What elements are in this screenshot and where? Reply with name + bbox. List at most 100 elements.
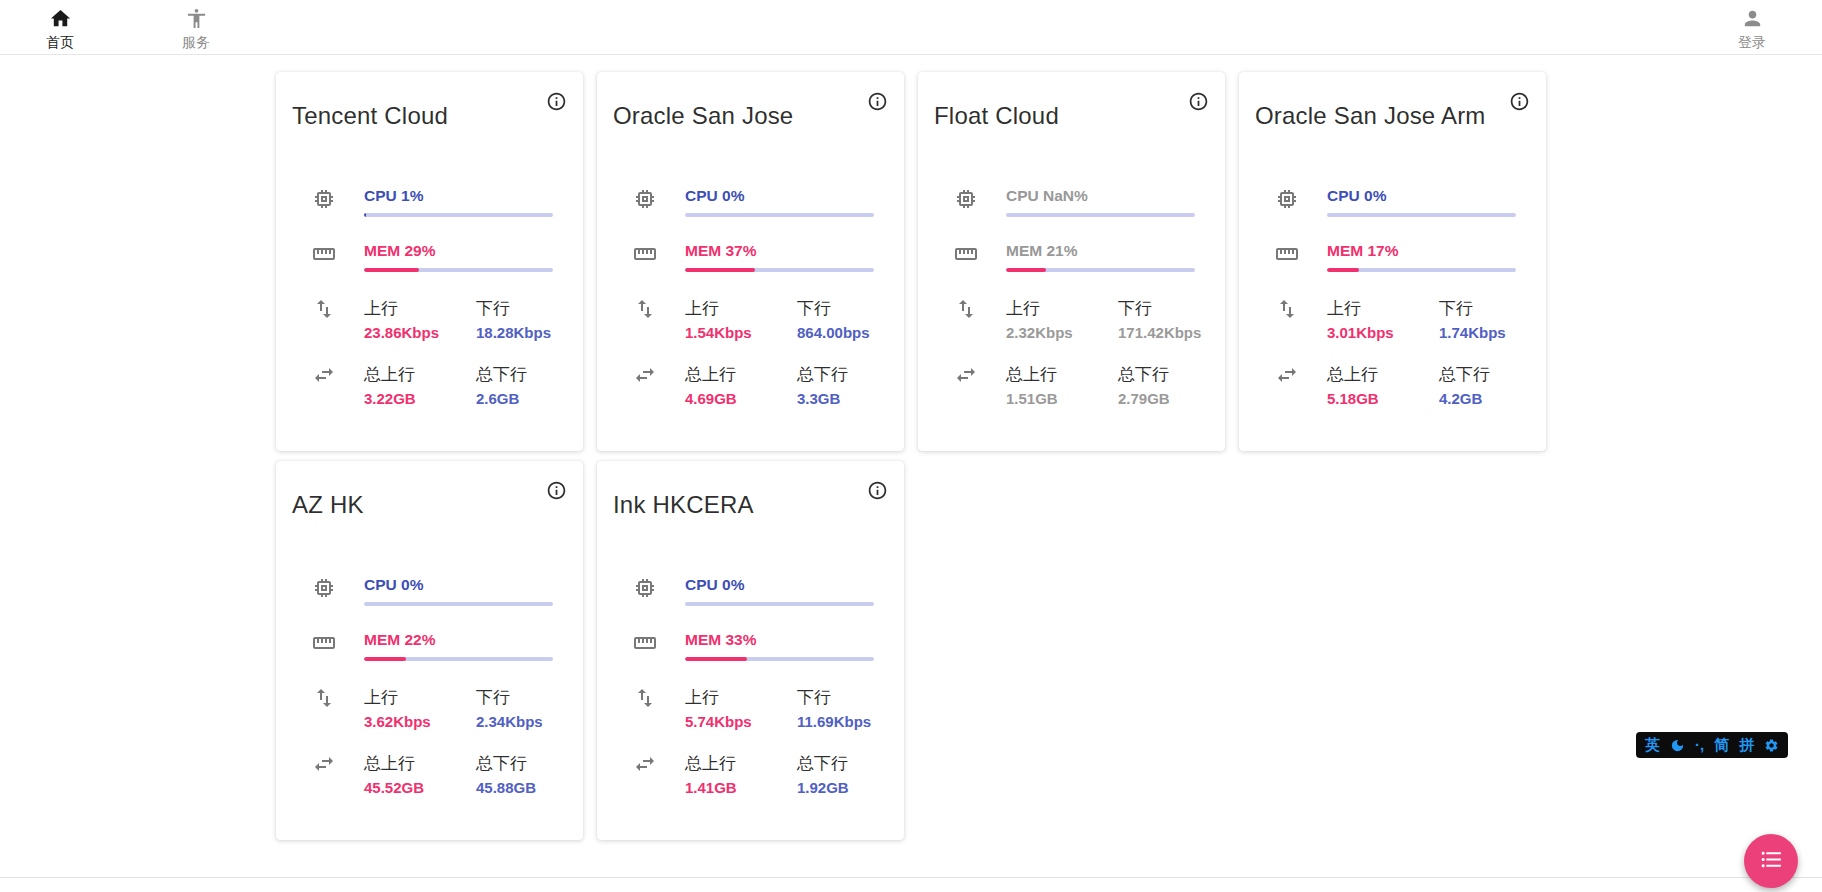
server-card: Oracle San Jose CPU 0%: [597, 72, 904, 451]
server-name: Oracle San Jose Arm: [1255, 102, 1530, 130]
ime-simplified-toggle[interactable]: 简: [1714, 732, 1729, 758]
total-upload-value: 1.51GB: [1006, 389, 1118, 408]
info-icon[interactable]: [544, 480, 568, 504]
nav-item-login[interactable]: 登录: [1722, 3, 1782, 51]
total-download-value: 1.92GB: [797, 778, 874, 797]
home-icon: [49, 7, 72, 33]
mem-progress-fill: [364, 657, 406, 661]
server-name: Tencent Cloud: [292, 102, 567, 130]
ruler-icon: [292, 241, 356, 272]
total-upload-value: 1.41GB: [685, 778, 797, 797]
total-download-value: 2.79GB: [1118, 389, 1195, 408]
app-bar: 首页 服务 登录: [0, 0, 1822, 55]
total-download-value: 3.3GB: [797, 389, 874, 408]
upload-label: 上行: [1006, 298, 1118, 320]
download-speed-value: 18.28Kbps: [476, 323, 553, 342]
swap-vert-icon: [613, 296, 677, 342]
ime-punctuation-toggle[interactable]: ·,: [1695, 732, 1704, 758]
upload-speed-value: 5.74Kbps: [685, 712, 797, 731]
info-icon[interactable]: [544, 91, 568, 115]
total-upload-label: 总上行: [1006, 364, 1118, 386]
net-total-row: 总上行 1.51GB 总下行 2.79GB: [934, 362, 1209, 408]
total-download-value: 4.2GB: [1439, 389, 1516, 408]
ime-pinyin-toggle[interactable]: 拼: [1739, 732, 1754, 758]
swap-horiz-icon: [1255, 362, 1319, 408]
upload-label: 上行: [364, 687, 476, 709]
server-stats: CPU 0% MEM 33%: [613, 575, 888, 797]
ruler-icon: [613, 241, 677, 272]
mem-usage-label: MEM 21%: [1006, 241, 1195, 261]
download-speed-value: 864.00bps: [797, 323, 874, 342]
upload-label: 上行: [685, 687, 797, 709]
net-total-row: 总上行 45.52GB 总下行 45.88GB: [292, 751, 567, 797]
ime-language-toggle[interactable]: 英: [1645, 732, 1660, 758]
accessibility-icon: [185, 7, 208, 33]
info-icon[interactable]: [1186, 91, 1210, 115]
mem-progress-fill: [685, 268, 755, 272]
nav-item-services[interactable]: 服务: [166, 3, 226, 51]
nav-item-home[interactable]: 首页: [30, 3, 90, 51]
total-download-label: 总下行: [1118, 364, 1195, 386]
net-speed-row: 上行 3.62Kbps 下行 2.34Kbps: [292, 685, 567, 731]
server-name: Float Cloud: [934, 102, 1209, 130]
server-card: AZ HK CPU 0% M: [276, 461, 583, 840]
server-stats: CPU 0% MEM 17%: [1255, 186, 1530, 408]
upload-speed-value: 1.54Kbps: [685, 323, 797, 342]
swap-horiz-icon: [292, 362, 356, 408]
swap-vert-icon: [1255, 296, 1319, 342]
cpu-progress-track: [364, 602, 553, 606]
cpu-progress-track: [1327, 213, 1516, 217]
mem-progress-track: [1327, 268, 1516, 272]
cpu-row: CPU 0%: [613, 186, 888, 217]
mem-row: MEM 17%: [1255, 241, 1530, 272]
download-label: 下行: [797, 298, 874, 320]
mem-usage-label: MEM 29%: [364, 241, 553, 261]
cpu-row: CPU 0%: [292, 575, 567, 606]
mem-row: MEM 22%: [292, 630, 567, 661]
total-download-value: 2.6GB: [476, 389, 553, 408]
mem-progress-fill: [1327, 268, 1359, 272]
mem-row: MEM 21%: [934, 241, 1209, 272]
info-icon[interactable]: [865, 480, 889, 504]
download-label: 下行: [797, 687, 874, 709]
cpu-chip-icon: [1255, 186, 1319, 217]
server-list-fab[interactable]: [1744, 834, 1798, 888]
info-icon[interactable]: [1507, 91, 1531, 115]
mem-row: MEM 37%: [613, 241, 888, 272]
nav-label-services: 服务: [182, 34, 210, 51]
download-label: 下行: [476, 687, 553, 709]
cpu-progress-track: [685, 602, 874, 606]
server-grid: Tencent Cloud CPU 1%: [276, 72, 1546, 840]
server-stats: CPU NaN% MEM 21%: [934, 186, 1209, 408]
nav-label-home: 首页: [46, 34, 74, 51]
server-card: Tencent Cloud CPU 1%: [276, 72, 583, 451]
server-stats: CPU 0% MEM 37%: [613, 186, 888, 408]
mem-usage-label: MEM 33%: [685, 630, 874, 650]
cpu-row: CPU 0%: [1255, 186, 1530, 217]
total-upload-value: 3.22GB: [364, 389, 476, 408]
net-total-row: 总上行 1.41GB 总下行 1.92GB: [613, 751, 888, 797]
cpu-usage-label: CPU 0%: [1327, 186, 1516, 206]
mem-progress-track: [1006, 268, 1195, 272]
cpu-usage-label: CPU NaN%: [1006, 186, 1195, 206]
swap-vert-icon: [292, 685, 356, 731]
cpu-usage-label: CPU 0%: [364, 575, 553, 595]
ruler-icon: [934, 241, 998, 272]
download-label: 下行: [476, 298, 553, 320]
server-stats: CPU 0% MEM 22%: [292, 575, 567, 797]
download-label: 下行: [1118, 298, 1201, 320]
net-speed-row: 上行 1.54Kbps 下行 864.00bps: [613, 296, 888, 342]
cpu-chip-icon: [613, 575, 677, 606]
mem-progress-track: [685, 268, 874, 272]
total-upload-value: 4.69GB: [685, 389, 797, 408]
nav-label-login: 登录: [1738, 34, 1766, 51]
moon-icon[interactable]: [1670, 738, 1685, 753]
info-icon[interactable]: [865, 91, 889, 115]
cpu-row: CPU NaN%: [934, 186, 1209, 217]
download-speed-value: 11.69Kbps: [797, 712, 874, 731]
total-download-label: 总下行: [476, 364, 553, 386]
mem-progress-track: [685, 657, 874, 661]
server-name: Ink HKCERA: [613, 491, 888, 519]
total-upload-label: 总上行: [364, 753, 476, 775]
gear-icon[interactable]: [1764, 738, 1779, 753]
